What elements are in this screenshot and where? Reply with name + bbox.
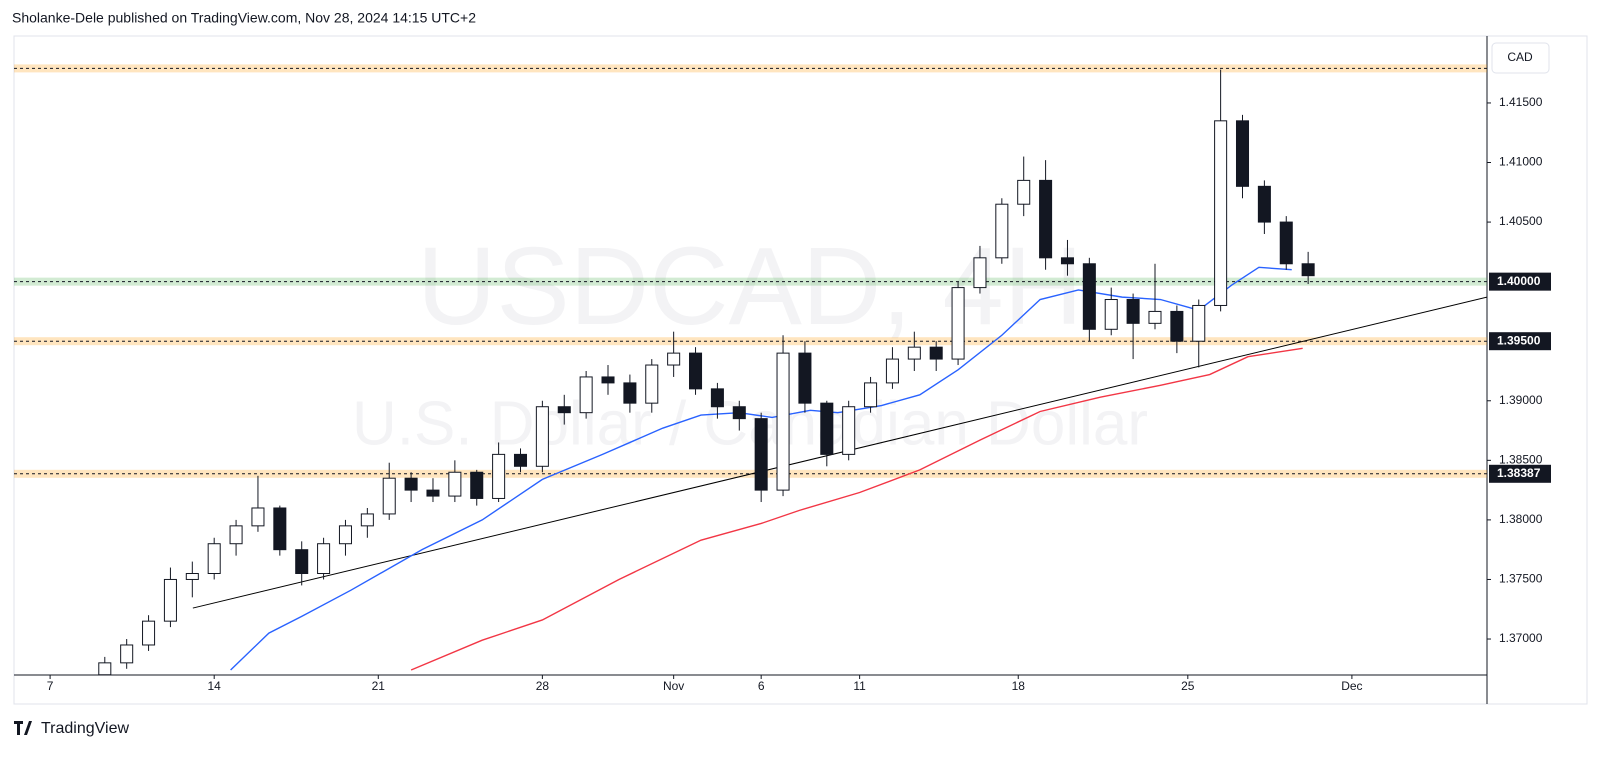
candle-body: [864, 382, 878, 408]
candle-body: [1148, 310, 1162, 324]
trendline: [192, 296, 1487, 609]
candle-body: [601, 376, 615, 384]
level-price-label: 1.39500: [1497, 333, 1541, 347]
candle-body: [185, 573, 199, 580]
level-zone: [14, 337, 1487, 346]
candle-body: [579, 376, 593, 414]
x-tick-label: Nov: [663, 679, 684, 693]
candle-body: [513, 453, 528, 467]
frame: [13, 35, 1588, 705]
level-price-box: [1489, 272, 1551, 291]
candle-body: [470, 471, 484, 499]
candle-body: [1104, 299, 1118, 330]
candle-body: [907, 346, 921, 360]
candle-body: [995, 203, 1009, 259]
candle-body: [229, 525, 243, 545]
x-tick-label: 25: [1181, 679, 1195, 693]
candle-body: [273, 507, 287, 551]
candle-body: [732, 406, 746, 420]
x-tick-label: 6: [758, 679, 765, 693]
x-tick-label: 7: [47, 679, 54, 693]
candle-body: [360, 513, 374, 527]
candle-body: [98, 662, 112, 675]
candle-body: [207, 543, 221, 575]
candle-body: [1060, 257, 1074, 265]
candle-body: [142, 620, 156, 646]
candle-body: [448, 471, 462, 497]
x-tick-label: Dec: [1341, 679, 1362, 693]
y-tick-label: 1.40500: [1499, 214, 1543, 228]
watermark-subtitle: U.S. Dollar / Canadian Dollar: [352, 389, 1148, 458]
level-price-label: 1.38387: [1497, 466, 1541, 480]
level-zone: [14, 64, 1487, 73]
candle-body: [842, 406, 856, 455]
y-tick-label: 1.38500: [1499, 453, 1543, 467]
y-tick-label: 1.41000: [1499, 155, 1543, 169]
candle-body: [1257, 185, 1271, 223]
candle-body: [798, 352, 812, 404]
candle-body: [1126, 299, 1140, 324]
watermark: USDCAD, 4H: [417, 225, 1083, 348]
candle-body: [535, 406, 549, 467]
currency-box[interactable]: [1491, 42, 1550, 74]
candle-body: [1017, 179, 1031, 205]
plot: [14, 64, 1487, 675]
candle-body: [710, 388, 724, 408]
candle-body: [929, 346, 943, 360]
level-price-label: 1.40000: [1497, 274, 1541, 288]
candle-body: [557, 406, 571, 414]
candle-body: [1082, 263, 1096, 330]
y-tick-label: 1.37500: [1499, 572, 1543, 586]
candle-body: [776, 352, 790, 491]
candle-body: [820, 402, 834, 455]
candle-body: [1170, 310, 1184, 342]
header: Sholanke-Dele published on TradingView.c…: [12, 10, 476, 26]
candle-body: [426, 489, 440, 497]
candle-body: [120, 644, 134, 664]
x-tick-label: 14: [208, 679, 222, 693]
candle-body: [973, 257, 987, 289]
level-price-box: [1489, 464, 1551, 483]
candle-body: [1279, 221, 1293, 265]
candle-body: [492, 453, 506, 499]
y-tick-label: 1.39000: [1499, 393, 1543, 407]
candle-body: [1301, 263, 1315, 277]
candle-body: [667, 352, 681, 366]
candle-body: [163, 578, 177, 622]
logo: [14, 721, 32, 735]
candle-body: [404, 477, 418, 491]
candle-body: [338, 525, 352, 545]
candle-body: [1214, 120, 1228, 306]
candle-body: [382, 477, 396, 515]
level-price-box: [1489, 332, 1551, 351]
level-zone: [14, 277, 1487, 286]
y-tick-label: 1.38000: [1499, 512, 1543, 526]
candle-body: [689, 352, 703, 390]
candle-body: [1039, 179, 1053, 259]
candle-body: [645, 364, 659, 404]
candle-body: [251, 507, 265, 527]
candle-body: [295, 549, 309, 575]
x-tick-label: 21: [372, 679, 386, 693]
candle-body: [623, 382, 637, 404]
candle-body: [951, 287, 965, 360]
moving-average: [410, 347, 1303, 671]
candle-body: [885, 358, 899, 384]
candle-body: [754, 418, 768, 491]
candle-body: [317, 543, 331, 575]
x-tick-label: 28: [536, 679, 550, 693]
candle-body: [1235, 120, 1250, 187]
currency[interactable]: CAD: [1507, 50, 1533, 64]
candle-body: [1192, 304, 1206, 342]
footer-brand: TradingView: [41, 720, 129, 737]
y-tick-label: 1.41500: [1499, 95, 1543, 109]
x-tick-label: 18: [1012, 679, 1026, 693]
y-tick-label: 1.37000: [1499, 631, 1543, 645]
x-tick-label: 11: [853, 679, 866, 693]
